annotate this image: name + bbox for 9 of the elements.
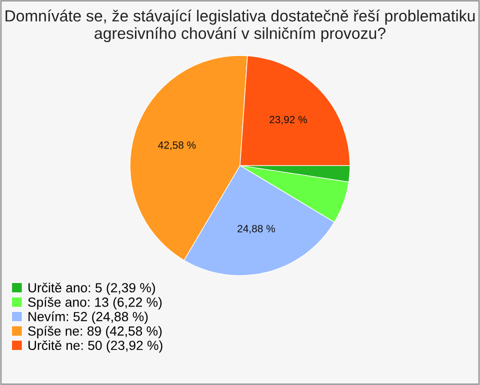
legend-label: Spíše ne: 89 (42,58 %) [28,326,162,338]
data-label: 24,88 % [238,224,275,234]
legend-label: Nevím: 52 (24,88 %) [28,311,148,324]
chart-title: Domníváte se, že stávající legislativa dostatečně řeší problematiku agresivního chování v silničním provozu? [6,10,475,42]
legend-label: Určitě ne: 50 (23,92 %) [28,340,162,353]
data-label: 42,58 % [158,141,196,150]
data-label: 23,92 % [270,116,307,125]
legend-label: Určitě ano: 5 (2,39 %) [28,282,155,296]
legend-label: Spíše ano: 13 (6,22 %) [28,297,162,310]
